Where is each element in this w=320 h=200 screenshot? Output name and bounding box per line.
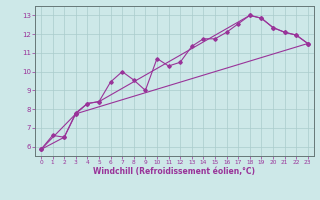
X-axis label: Windchill (Refroidissement éolien,°C): Windchill (Refroidissement éolien,°C) <box>93 167 255 176</box>
